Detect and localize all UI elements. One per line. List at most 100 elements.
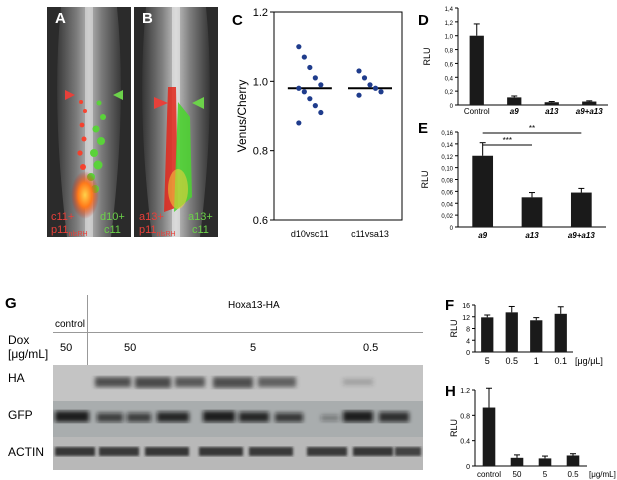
y-axis-label: RLU <box>422 47 432 65</box>
scatter-point <box>367 82 373 88</box>
y-tick-label: 0,4 <box>445 76 454 82</box>
x-tick-label: a13 <box>525 231 539 240</box>
y-tick-label: 0 <box>450 104 454 110</box>
y-tick-label: 1.2 <box>460 388 470 395</box>
y-tick-label: 0,06 <box>441 190 453 196</box>
scatter-point <box>312 103 318 109</box>
panel-letter-g: G <box>5 295 17 312</box>
panel-letter-f: F <box>445 297 455 314</box>
y-axis-label: RLU <box>420 170 430 188</box>
scatter-point <box>372 85 379 91</box>
x-tick-label: a9 <box>510 107 519 116</box>
y-tick-label: 0.4 <box>460 439 470 446</box>
image-b-label-red2: p11nlsRH <box>139 224 176 239</box>
y-tick-label: 1,0 <box>445 35 454 41</box>
x-tick-label: 1 <box>534 356 539 366</box>
scatter-point <box>301 54 307 60</box>
y-tick-label: 0 <box>450 226 454 232</box>
western-row-label-gfp: GFP <box>8 408 33 422</box>
y-axis-label: RLU <box>449 319 459 337</box>
x-tick-label: Control <box>464 107 490 116</box>
panel-letter-h: H <box>445 383 456 400</box>
scatter-point <box>296 85 302 91</box>
y-tick-label: 1,2 <box>445 21 454 27</box>
y-tick-label: 12 <box>462 315 470 322</box>
scatter-point <box>356 68 362 74</box>
western-blot-header: control Hoxa13-HA 50 50 5 0.5 <box>53 295 423 365</box>
y-tick-label: 4 <box>466 338 470 345</box>
y-tick-label: 1.2 <box>253 7 268 19</box>
y-tick-label: 0,10 <box>441 167 453 173</box>
y-tick-label: 0.8 <box>460 413 470 420</box>
y-axis-label: Venus/Cherry <box>235 80 249 153</box>
bar <box>521 197 543 227</box>
scatter-point <box>318 109 324 116</box>
chart-f: 0 4 8 12 16 RLU 5 0.5 1 0.1 [μg/μL] <box>449 303 603 366</box>
western-row-label-ha: HA <box>8 371 25 385</box>
x-tick-label: a9+a13 <box>568 231 595 240</box>
image-b-label-green2: c11 <box>192 224 209 236</box>
bar <box>510 457 524 466</box>
western-blot-image <box>53 365 423 470</box>
scatter-point <box>296 44 302 50</box>
panel-letter-d: D <box>418 12 429 29</box>
scatter-point <box>307 64 313 71</box>
bar <box>472 155 494 227</box>
x-tick-label: 5 <box>543 470 548 479</box>
plot-frame <box>273 11 403 221</box>
western-header-treatment: Hoxa13-HA <box>228 300 280 311</box>
bar <box>469 35 484 105</box>
x-tick-label: d10vsc11 <box>291 229 329 239</box>
chart-d: 0 0,2 0,4 0,6 0,8 1,0 1,2 1,4 RLU Control a9 a13 a9+… <box>422 7 608 116</box>
western-dox-value-3: 0.5 <box>363 342 379 354</box>
bar <box>554 313 567 352</box>
bar <box>538 458 552 466</box>
western-dox-label: Dox [μg/mL] <box>8 333 49 361</box>
y-axis-label: RLU <box>449 419 459 437</box>
y-tick-label: 1,4 <box>445 7 454 13</box>
green-arrowhead-icon <box>113 90 123 100</box>
bar <box>505 312 518 352</box>
chart-c: 0.6 0.8 1.0 1.2 Venus/Cherry d10vsc11 c11vsa13 <box>235 7 403 239</box>
scatter-point <box>356 92 362 98</box>
bar <box>566 455 580 466</box>
bar <box>570 192 592 227</box>
scatter-point <box>307 96 313 102</box>
image-a-label-green1: d10+ <box>100 211 125 223</box>
western-row-label-actin: ACTIN <box>8 445 44 459</box>
scatter-point <box>378 89 384 95</box>
y-tick-label: 0,16 <box>441 131 453 137</box>
x-unit-label: [μg/μL] <box>575 356 603 366</box>
panel-letter-c: C <box>232 12 243 29</box>
x-tick-label: c11vsa13 <box>351 229 389 239</box>
x-tick-label: 50 <box>513 470 522 479</box>
scatter-point <box>296 120 302 126</box>
bar <box>507 97 522 105</box>
bar <box>582 101 597 105</box>
image-a-label-red1: c11+ <box>51 211 75 223</box>
y-tick-label: 16 <box>462 303 470 310</box>
x-tick-label: 5 <box>485 356 490 366</box>
x-unit-label: [μg/mL] <box>589 470 616 479</box>
microscopy-image-a <box>47 7 131 237</box>
western-header-control: control <box>55 319 86 330</box>
western-dox-value-0: 50 <box>60 342 73 354</box>
panel-letter-a: A <box>55 10 66 27</box>
y-tick-label: 0,08 <box>441 179 453 185</box>
x-tick-label: 0.1 <box>554 356 567 366</box>
x-tick-label: a9 <box>478 231 487 240</box>
red-arrowhead-icon <box>154 97 168 109</box>
western-dox-value-2: 5 <box>250 342 257 354</box>
scatter-point <box>318 82 324 88</box>
y-tick-label: 1.0 <box>253 76 268 88</box>
western-dox-value-1: 50 <box>124 342 137 354</box>
y-tick-label: 0,04 <box>441 202 453 208</box>
image-a-label-green2: c11 <box>104 224 121 236</box>
panel-letter-b: B <box>142 10 153 27</box>
y-tick-label: 0,2 <box>445 90 454 96</box>
x-tick-label: a9+a13 <box>576 107 603 116</box>
bar <box>544 102 559 105</box>
bar <box>482 407 496 466</box>
image-b-label-green1: a13+ <box>188 211 213 223</box>
scatter-point <box>361 75 368 81</box>
